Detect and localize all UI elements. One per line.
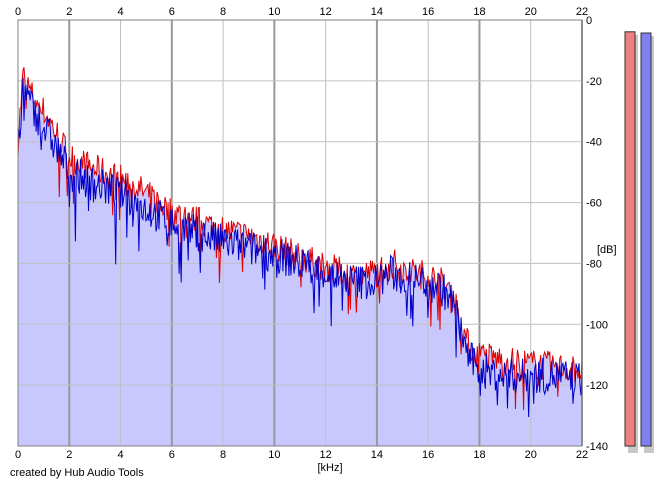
y-unit-label: [dB] <box>597 244 617 256</box>
credit-text: created by Hub Audio Tools <box>10 467 144 479</box>
x-tick-label-top: 0 <box>15 6 21 18</box>
y-tick-label: -140 <box>586 441 608 453</box>
level-meter-bar <box>640 32 652 447</box>
x-tick-label-bottom: 4 <box>117 449 123 461</box>
y-tick-label: -80 <box>586 258 602 270</box>
level-meter-bar <box>624 31 636 447</box>
x-tick-label-top: 22 <box>576 6 588 18</box>
x-tick-label-bottom: 22 <box>576 449 588 461</box>
x-tick-label-top: 6 <box>169 6 175 18</box>
x-tick-label-top: 10 <box>268 6 280 18</box>
y-tick-label: -60 <box>586 198 602 210</box>
x-tick-label-top: 20 <box>525 6 537 18</box>
y-tick-label: -120 <box>586 380 608 392</box>
x-tick-label-bottom: 12 <box>320 449 332 461</box>
x-tick-label-top: 16 <box>422 6 434 18</box>
x-tick-label-top: 2 <box>66 6 72 18</box>
x-tick-label-bottom: 10 <box>268 449 280 461</box>
x-tick-label-top: 18 <box>473 6 485 18</box>
x-tick-label-bottom: 16 <box>422 449 434 461</box>
x-tick-label-top: 8 <box>220 6 226 18</box>
y-tick-label: -100 <box>586 319 608 331</box>
x-tick-label-bottom: 2 <box>66 449 72 461</box>
y-tick-label: -40 <box>586 137 602 149</box>
spectrum-series-line <box>17 77 583 418</box>
x-tick-label-top: 14 <box>371 6 383 18</box>
x-tick-label-top: 4 <box>117 6 123 18</box>
x-tick-label-bottom: 0 <box>15 449 21 461</box>
x-tick-label-top: 12 <box>320 6 332 18</box>
x-unit-label: [kHz] <box>317 462 342 474</box>
x-tick-label-bottom: 14 <box>371 449 383 461</box>
y-tick-label: -20 <box>586 76 602 88</box>
x-tick-label-bottom: 18 <box>473 449 485 461</box>
x-tick-label-bottom: 6 <box>169 449 175 461</box>
x-tick-label-bottom: 8 <box>220 449 226 461</box>
y-tick-label: 0 <box>586 15 592 27</box>
x-tick-label-bottom: 20 <box>525 449 537 461</box>
plot-frame <box>17 19 583 447</box>
spectrum-fill-area <box>18 67 582 447</box>
